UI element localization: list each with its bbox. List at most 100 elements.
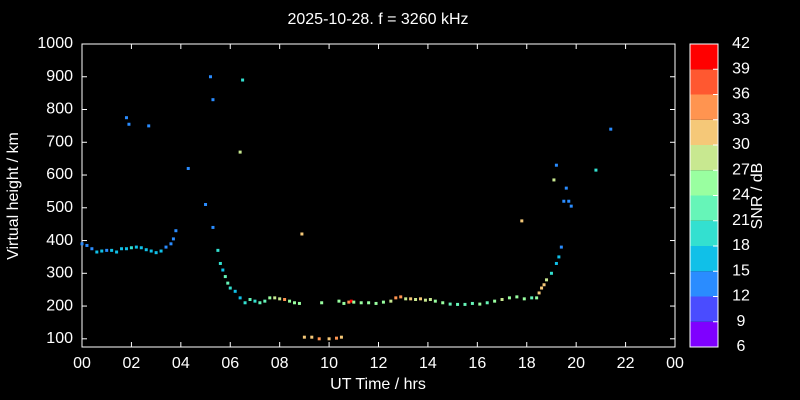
point [493, 299, 497, 303]
colorbar-tick-label: 15 [732, 262, 750, 279]
x-tick-label: 00 [73, 355, 91, 372]
point [448, 302, 452, 306]
point [609, 127, 613, 131]
point [515, 295, 519, 299]
point [562, 199, 566, 203]
point [110, 248, 114, 252]
colorbar-bin [690, 220, 718, 246]
x-tick-label: 12 [370, 355, 388, 372]
point [223, 275, 227, 279]
point [147, 124, 151, 128]
point [500, 298, 504, 302]
point [120, 247, 124, 251]
point [243, 301, 247, 305]
point [414, 298, 418, 302]
x-tick-label: 00 [666, 355, 684, 372]
point [134, 245, 138, 249]
colorbar-bin [690, 170, 718, 196]
point [569, 204, 573, 208]
colorbar-tick-label: 21 [732, 212, 750, 229]
point [485, 301, 489, 305]
point [456, 302, 460, 306]
point [545, 278, 549, 282]
point [352, 300, 356, 304]
point [339, 335, 343, 339]
point [522, 297, 526, 301]
x-tick-label: 08 [271, 355, 289, 372]
point [320, 301, 324, 305]
point [90, 247, 94, 251]
point [186, 166, 190, 170]
point [238, 296, 242, 300]
point [542, 283, 546, 287]
point [549, 271, 553, 275]
y-tick-label: 700 [46, 133, 73, 150]
x-tick-label: 10 [320, 355, 338, 372]
colorbar-bin [690, 94, 718, 120]
point [238, 150, 242, 154]
point [174, 229, 178, 233]
colorbar-tick-label: 36 [732, 86, 750, 103]
x-tick-label: 16 [468, 355, 486, 372]
point [394, 296, 398, 300]
point [342, 301, 346, 305]
point [409, 297, 413, 301]
colorbar-tick-label: 18 [732, 237, 750, 254]
y-axis-label: Virtual height / km [5, 132, 22, 260]
point [115, 250, 119, 254]
point [317, 337, 321, 341]
colorbar-bin [690, 119, 718, 145]
colorbar-bin [690, 69, 718, 95]
point [520, 219, 524, 223]
chart-title: 2025-10-28. f = 3260 kHz [287, 11, 468, 28]
point [216, 248, 220, 252]
point [594, 168, 598, 172]
point [273, 296, 277, 300]
y-tick-label: 500 [46, 199, 73, 216]
point [540, 286, 544, 290]
point [211, 225, 215, 229]
point [537, 291, 541, 295]
point [95, 250, 99, 254]
point [381, 300, 385, 304]
point [221, 268, 225, 272]
point [283, 298, 287, 302]
colorbar-bin [690, 145, 718, 171]
point [554, 163, 558, 167]
point [129, 246, 133, 250]
x-tick-label: 22 [617, 355, 635, 372]
x-tick-label: 18 [518, 355, 536, 372]
point [507, 296, 511, 300]
point [218, 261, 222, 265]
colorbar-bin [690, 246, 718, 272]
point [359, 301, 363, 305]
y-tick-label: 800 [46, 101, 73, 118]
point [288, 299, 292, 303]
point [297, 301, 301, 305]
point [419, 297, 423, 301]
point [478, 302, 482, 306]
x-tick-label: 06 [221, 355, 239, 372]
point [399, 295, 403, 299]
x-tick-label: 14 [419, 355, 437, 372]
y-tick-label: 1000 [37, 35, 73, 52]
y-tick-label: 900 [46, 68, 73, 85]
point [567, 199, 571, 203]
point [263, 299, 267, 303]
point [100, 249, 104, 253]
colorbar-tick-label: 9 [737, 313, 746, 330]
colorbar-bin [690, 321, 718, 347]
point [428, 298, 432, 302]
colorbar-tick-label: 42 [732, 35, 750, 52]
point [300, 232, 304, 236]
point [144, 248, 148, 252]
point [463, 302, 467, 306]
point [559, 245, 563, 249]
point [564, 186, 568, 190]
colorbar-tick-label: 6 [737, 338, 746, 355]
point [554, 261, 558, 265]
colorbar-tick-label: 33 [732, 111, 750, 128]
point [337, 299, 341, 303]
point [149, 249, 153, 253]
point [292, 301, 296, 305]
